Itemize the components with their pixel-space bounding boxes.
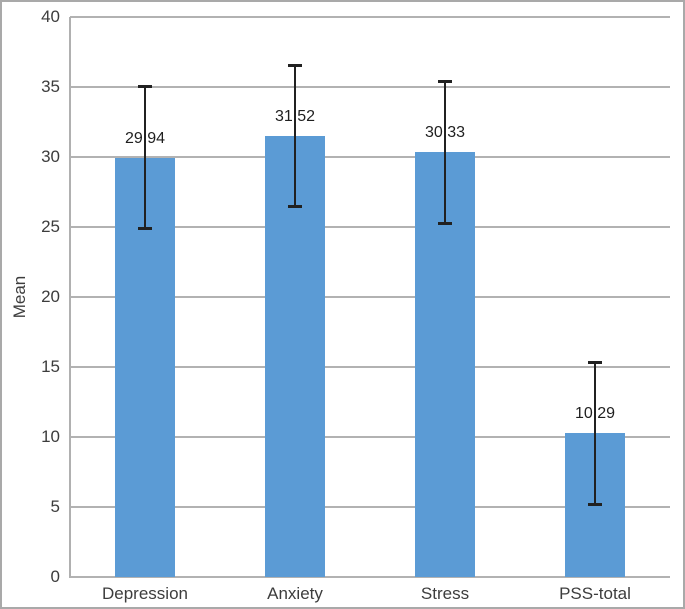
error-bar-lower-cap-pss-total [588,502,602,506]
bar-value-label-pss-total: 10.29 [574,404,616,422]
y-tick-label: 5 [50,497,60,516]
y-tick-label: 10 [41,427,60,446]
error-bar-anxiety [294,64,296,206]
gridline-35 [70,86,670,88]
error-bar-upper-cap-depression [138,84,152,88]
x-category-label-pss-total: PSS-total [559,584,631,603]
bar-value-label-stress: 30.33 [424,124,466,142]
y-tick-label: 25 [41,217,60,236]
error-bar-upper-cap-anxiety [288,63,302,67]
y-tick-label: 30 [41,147,60,166]
gridline-15 [70,366,670,368]
error-bar-pss-total [594,362,596,504]
gridline-30 [70,156,670,158]
error-bar-lower-cap-depression [138,227,152,231]
y-tick-label: 35 [41,77,60,96]
y-tick-label: 40 [41,7,60,26]
plot-area: 29.94 31.52 30.33 10.29 [69,16,670,578]
error-bar-stress [444,81,446,223]
y-tick-label: 15 [41,357,60,376]
y-tick-label: 0 [50,567,60,586]
gridline-0 [70,576,670,578]
error-bar-lower-cap-stress [438,221,452,225]
x-category-label-depression: Depression [102,584,188,603]
bar-value-label-anxiety: 31.52 [274,107,316,125]
x-category-label-anxiety: Anxiety [267,584,323,603]
gridline-20 [70,296,670,298]
x-category-label-stress: Stress [420,584,470,603]
bar-anxiety [265,135,325,577]
error-bar-depression [144,85,146,229]
gridline-40 [70,16,670,18]
error-bar-upper-cap-pss-total [588,361,602,365]
bar-value-label-depression: 29.94 [124,129,166,147]
error-bar-lower-cap-anxiety [288,205,302,208]
error-bar-upper-cap-stress [438,80,452,84]
gridline-25 [70,226,670,228]
gridline-10 [70,436,670,438]
y-axis-line [69,17,71,578]
y-tick-label: 20 [41,287,60,306]
gridline-5 [70,506,670,508]
